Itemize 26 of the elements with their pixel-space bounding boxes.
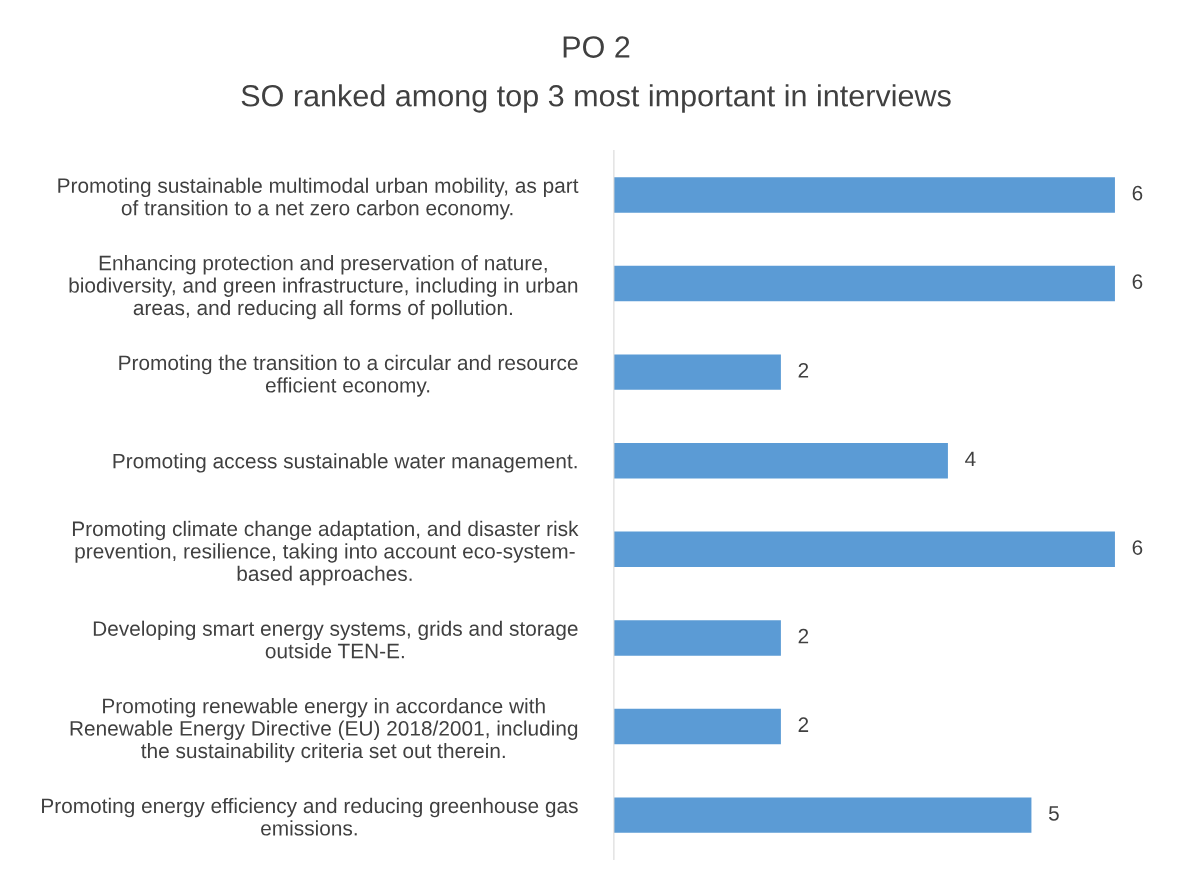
y-tick-label: Developing smart energy systems, grids and storage outside TEN-E.	[93, 620, 578, 659]
y-tick-label: Promoting sustainable multimodal urban mobility, as part of transition to a net zero carbon economy.	[58, 177, 579, 220]
y-tick-label: Promoting access sustainable water management.	[113, 453, 577, 473]
bar	[613, 531, 1115, 568]
data-label: 6	[1132, 274, 1143, 290]
data-label: 6	[1132, 540, 1143, 555]
bar	[613, 443, 948, 479]
bar	[613, 708, 781, 745]
data-label: 2	[798, 362, 809, 378]
y-tick-label: Promoting the transition to a circular and resource efficient economy.	[119, 354, 578, 397]
y-tick-label: Promoting renewable energy in accordance with Renewable Energy Directive (EU) 2018/2001, including the sustainability criteria set out therein.	[70, 698, 578, 763]
bar	[613, 620, 781, 656]
y-tick-label: Enhancing protection and preservation of nature, biodiversity, and green infrastructure, including in urban areas, and reducing all forms of pollution.	[69, 255, 578, 320]
bar	[613, 265, 1115, 302]
bar	[613, 797, 1032, 833]
data-label: 2	[798, 717, 809, 732]
bar	[613, 177, 1115, 213]
data-label: 6	[1132, 185, 1143, 201]
data-label: 4	[965, 451, 976, 467]
chart-title: PO 2	[563, 36, 630, 58]
y-tick-label: Promoting climate change adaptation, and disaster risk prevention, resilience, taking into account eco-system- based approaches.	[72, 520, 579, 586]
data-label: 5	[1048, 806, 1059, 821]
y-tick-label: Promoting energy efficiency and reducing greenhouse gas emissions.	[42, 797, 578, 836]
chart-subtitle: SO ranked among top 3 most important in interviews	[241, 84, 951, 113]
data-label: 2	[798, 628, 809, 644]
bar	[613, 354, 781, 390]
